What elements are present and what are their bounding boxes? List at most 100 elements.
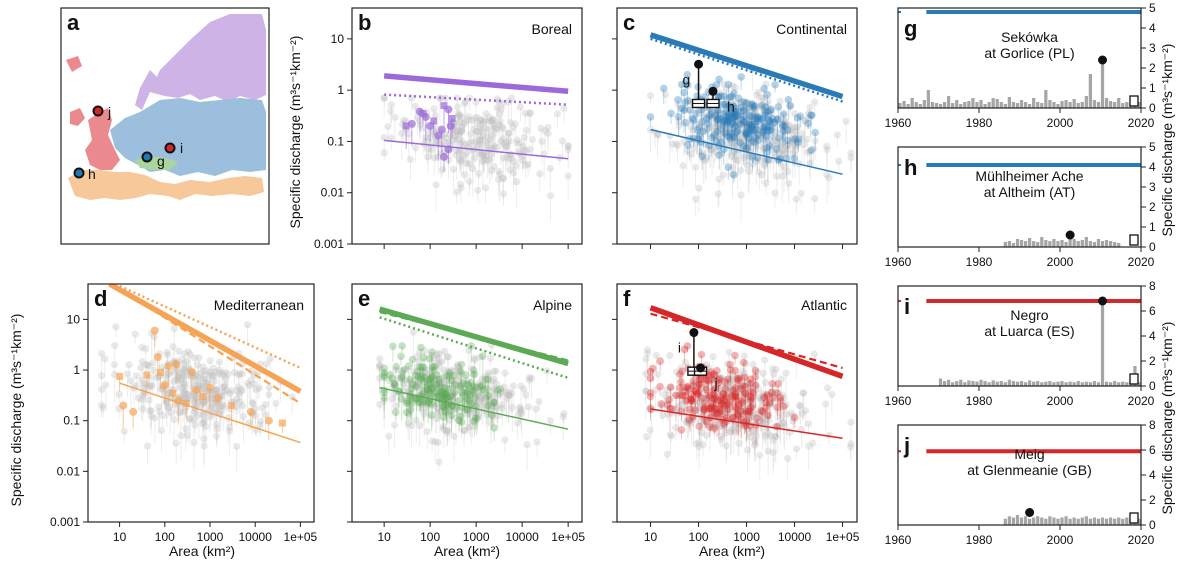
cloud-point xyxy=(442,394,450,402)
cloud-point xyxy=(823,142,831,150)
bar xyxy=(979,379,983,386)
colored-point xyxy=(791,135,799,143)
fit-line xyxy=(379,386,569,430)
cloud-point xyxy=(195,354,203,362)
cloud-point xyxy=(439,365,447,374)
bar xyxy=(898,103,902,108)
data-point xyxy=(160,381,169,390)
cloud-point xyxy=(694,383,702,391)
cloud-point xyxy=(477,392,485,400)
thick-envelope-line xyxy=(649,32,844,100)
cloud-point xyxy=(421,368,429,376)
colored-point xyxy=(423,385,432,393)
colored-point xyxy=(772,145,781,153)
cloud-point xyxy=(811,98,819,106)
cloud-point xyxy=(683,416,692,425)
colored-point xyxy=(431,388,440,397)
cloud-point xyxy=(151,414,159,422)
colored-point xyxy=(465,390,474,399)
colored-point xyxy=(749,388,758,397)
marker-label-i: i xyxy=(678,340,681,356)
cloud-point xyxy=(451,394,459,402)
colored-point xyxy=(714,116,722,124)
panel-letter-c: c xyxy=(623,10,635,35)
cloud-point xyxy=(416,372,424,380)
bar xyxy=(1088,74,1092,108)
cloud-point xyxy=(429,378,437,386)
cloud-point xyxy=(398,368,407,376)
cloud-point xyxy=(490,384,498,393)
colored-point xyxy=(774,380,782,388)
cloud-point xyxy=(725,129,733,137)
data-square xyxy=(278,419,286,427)
cloud-point xyxy=(500,135,508,143)
bar xyxy=(1076,241,1080,247)
x-tick-label: 10000 xyxy=(505,530,539,544)
cloud-point xyxy=(221,368,229,376)
colored-point xyxy=(745,120,754,129)
cloud-point xyxy=(453,151,461,159)
colored-point xyxy=(682,383,690,392)
cloud-point xyxy=(784,145,792,154)
cloud-point xyxy=(771,189,779,197)
colored-point xyxy=(391,408,400,417)
colored-point xyxy=(780,402,788,411)
cloud-point xyxy=(784,454,792,463)
colored-point xyxy=(675,391,684,400)
colored-point xyxy=(771,81,779,89)
cloud-point xyxy=(525,109,533,118)
cloud-point xyxy=(155,403,163,411)
region-boreal-scandinavia xyxy=(135,70,172,110)
colored-point xyxy=(719,122,727,130)
cloud-point xyxy=(233,442,241,451)
colored-point xyxy=(428,363,437,371)
cloud-point xyxy=(778,172,786,181)
colored-point xyxy=(766,117,774,125)
cloud-point xyxy=(450,432,458,440)
cloud-point xyxy=(424,145,432,153)
colored-point xyxy=(796,112,805,120)
cloud-point xyxy=(413,353,421,361)
bar xyxy=(1052,517,1056,525)
cloud-point xyxy=(216,402,225,410)
cloud-point xyxy=(391,113,399,122)
cloud-point xyxy=(745,416,753,424)
colored-point xyxy=(716,396,725,405)
bar xyxy=(1125,517,1129,525)
cloud-point xyxy=(525,374,533,382)
colored-point xyxy=(696,375,704,384)
cloud-point xyxy=(647,406,656,414)
cloud-point xyxy=(711,375,719,383)
bar xyxy=(963,382,967,386)
bar xyxy=(1117,517,1121,525)
x-tick-label: 1000 xyxy=(197,530,224,544)
cloud-point xyxy=(847,149,855,157)
data-point xyxy=(444,105,453,114)
cloud-point xyxy=(761,136,770,144)
cloud-point xyxy=(412,416,420,424)
cloud-point xyxy=(708,146,716,154)
colored-point xyxy=(751,366,760,375)
colored-point xyxy=(688,395,696,404)
colored-point xyxy=(729,414,737,422)
cloud-point xyxy=(497,388,505,396)
cloud-point xyxy=(137,364,145,372)
colored-point xyxy=(409,380,417,389)
cloud-point xyxy=(757,171,766,179)
colored-point xyxy=(695,124,704,132)
cloud-point xyxy=(405,130,413,138)
cloud-point xyxy=(517,406,525,414)
data-square xyxy=(448,115,456,123)
cloud-point xyxy=(392,402,400,410)
colored-point xyxy=(646,367,655,376)
cloud-point xyxy=(376,364,384,372)
cloud-point xyxy=(761,162,769,170)
cloud-point xyxy=(675,122,683,130)
panel-frame xyxy=(897,146,1142,248)
cloud-point xyxy=(436,378,444,386)
cloud-point xyxy=(493,143,501,151)
cloud-point xyxy=(455,382,464,391)
cloud-point xyxy=(449,165,458,173)
cloud-point xyxy=(735,121,743,129)
cloud-point xyxy=(209,400,217,408)
